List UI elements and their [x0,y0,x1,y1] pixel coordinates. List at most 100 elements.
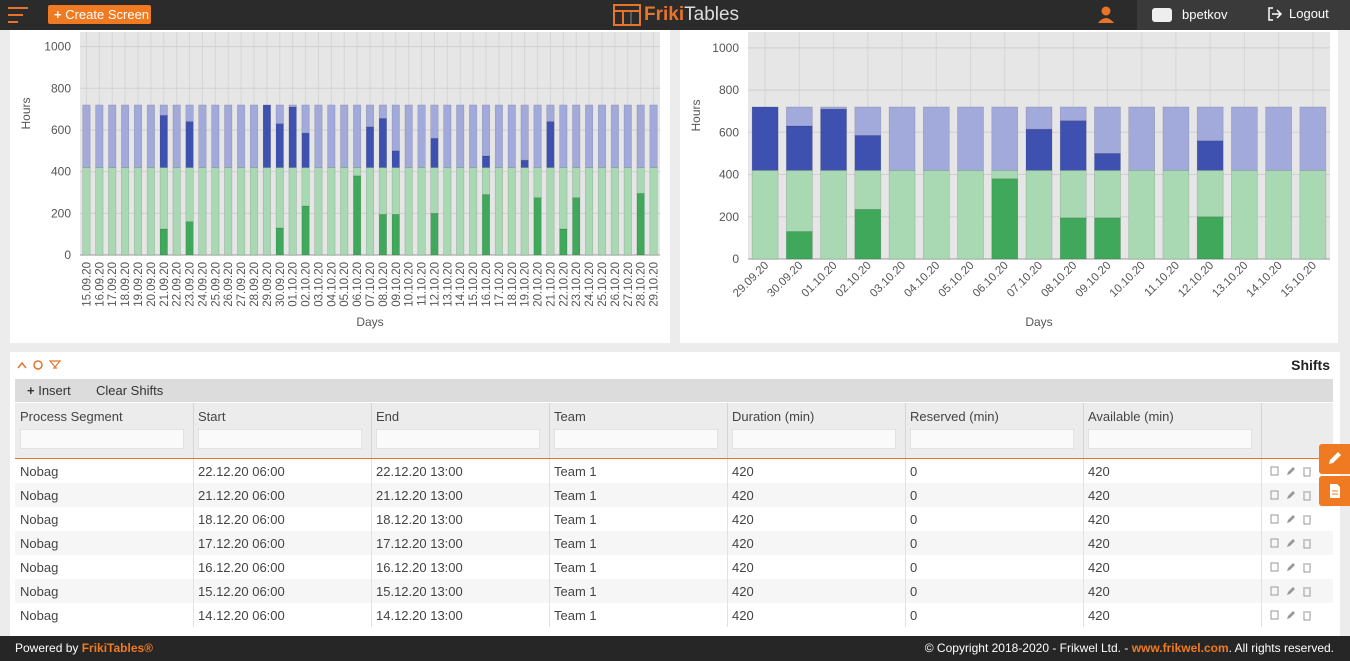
action-icons[interactable] [1269,585,1319,597]
bar-segment [456,167,465,256]
bar-segment [1094,106,1121,154]
user-name[interactable]: bpetkov [1182,7,1228,22]
edit-side-button[interactable] [1319,444,1350,474]
logout-link[interactable]: Logout [1289,6,1329,21]
column-divider [549,507,550,531]
bar-segment [991,106,1019,171]
bar-segment [481,194,491,256]
column-divider [549,531,550,555]
filter-input[interactable] [198,429,362,449]
bar-segment [133,104,143,168]
bar-segment [481,167,491,195]
bar-segment [172,104,181,168]
table-cell: Team 1 [554,560,597,575]
bar-segment [146,104,155,168]
create-screen-button[interactable]: + Create Screen [48,5,151,24]
row-actions[interactable] [1269,609,1329,621]
table-cell: 0 [910,560,918,575]
x-tick-label: 01.10.20 [288,262,300,307]
table-row: Nobag 15.12.20 06:00 15.12.20 13:00 Team 1 4… [15,579,1333,603]
footer-link[interactable]: www.frikwel.com [1131,641,1229,655]
bar-segment [572,167,581,198]
bar-segment [275,167,284,229]
column-divider [1261,531,1262,555]
table-cell: 420 [732,536,754,551]
panel-title: Shifts [1291,357,1330,373]
bar-segment [456,104,465,168]
report-side-button[interactable] [1319,476,1350,506]
bar-segment [211,104,220,168]
action-icons[interactable] [1269,537,1319,549]
row-actions[interactable] [1269,513,1329,525]
bar-segment [572,197,581,256]
menu-icon[interactable] [8,5,30,25]
filter-input[interactable] [554,429,718,449]
y-tick-label: 1000 [44,40,71,54]
bar-segment [888,106,916,171]
action-icons[interactable] [1269,609,1319,621]
x-tick-label: 29.10.20 [649,262,661,307]
table-cell: 0 [910,512,918,527]
bar-segment [391,104,400,152]
filter-input[interactable] [1088,429,1252,449]
bar-segment [365,104,375,128]
bar-segment [1162,170,1190,260]
action-icons[interactable] [1269,513,1319,525]
user-icon[interactable] [1097,5,1117,25]
column-divider [905,531,906,555]
x-tick-label: 15.10.20 [1279,260,1319,300]
x-tick-label: 19.09.20 [133,262,145,307]
column-divider [727,579,728,603]
bar-segment [391,167,400,215]
bar-segment [546,167,555,256]
column-divider [1083,603,1084,627]
x-tick-label: 09.10.20 [391,262,403,307]
filter-input[interactable] [376,429,540,449]
x-tick-label: 05.10.20 [937,260,977,300]
row-actions[interactable] [1269,585,1329,597]
footer-text: © Copyright 2018-2020 - Frikwel Ltd. - [924,641,1129,655]
row-actions[interactable] [1269,537,1329,549]
bar-segment [353,104,362,168]
clear-button[interactable]: Clear Shifts [96,383,164,398]
document-icon [1330,484,1340,498]
bar-segment [198,167,207,256]
row-actions[interactable] [1269,489,1329,501]
bar-segment [108,104,117,168]
column-divider [905,507,906,531]
table-body: Nobag 22.12.20 06:00 22.12.20 13:00 Team 1 4… [15,459,1333,636]
bar-segment [1025,106,1053,130]
table-row: Nobag 22.12.20 06:00 22.12.20 13:00 Team 1 4… [15,459,1333,483]
y-tick-label: 0 [732,252,739,266]
filter-input[interactable] [732,429,896,449]
row-actions[interactable] [1269,465,1329,477]
chart-panel: 0 200 400 600 800 1000 15.09.20 16.09.20 17.09.2… [10,30,670,343]
bar-segment [417,104,426,168]
insert-button[interactable]: + Insert [27,383,71,398]
y-tick-label: 0 [64,248,71,262]
filter-input[interactable] [910,429,1074,449]
bar-segment [275,227,284,256]
x-tick-label: 10.10.20 [1108,260,1148,300]
column-divider [727,483,728,507]
action-icons[interactable] [1269,489,1319,501]
column-divider [727,403,728,458]
table-cell: 420 [732,608,754,623]
bar-segment [854,209,882,260]
action-icons[interactable] [1269,465,1319,477]
table-cell: 420 [732,512,754,527]
bar-segment [1196,140,1224,171]
bar-segment [1025,128,1053,171]
bar-segment [159,228,168,256]
table-cell: 0 [910,536,918,551]
action-icons[interactable] [1269,561,1319,573]
row-actions[interactable] [1269,561,1329,573]
copyright: © Copyright 2018-2020 - Frikwel Ltd. - w… [925,641,1334,655]
x-tick-label: 08.10.20 [378,262,390,307]
top-bar: + Create Screen FrikiTables bpetkov Logo… [0,0,1350,30]
x-tick-label: 24.09.20 [197,262,209,307]
panel-tools[interactable] [16,359,64,371]
bar-segment [636,104,645,168]
filter-input[interactable] [20,429,184,449]
bar-segment [262,167,271,256]
